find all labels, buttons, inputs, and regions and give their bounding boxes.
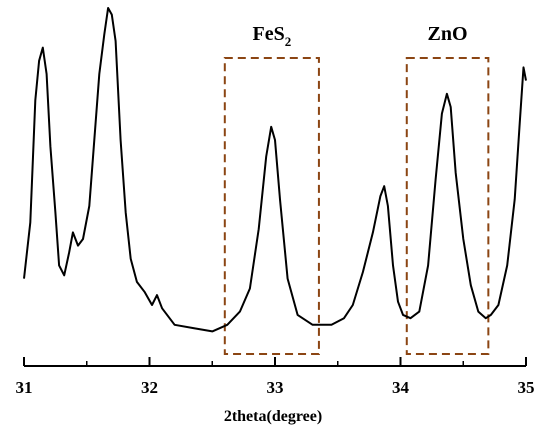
x-axis-title: 2theta(degree) xyxy=(224,408,322,425)
x-tick-label: 33 xyxy=(267,378,284,397)
fes-box xyxy=(223,57,320,355)
annotation-boxes: FeS2 ZnO xyxy=(223,23,490,355)
zno-box xyxy=(405,57,490,355)
x-axis: 31 32 33 34 35 xyxy=(16,357,535,397)
x-tick-label: 32 xyxy=(141,378,158,397)
plot-area xyxy=(23,7,527,333)
zno-label: ZnO xyxy=(428,23,468,45)
fes-label: FeS2 xyxy=(253,23,292,49)
x-tick-label: 35 xyxy=(518,378,535,397)
x-tick-label: 34 xyxy=(392,378,410,397)
x-tick-label: 31 xyxy=(16,378,33,397)
xrd-curve-0 xyxy=(23,7,527,333)
